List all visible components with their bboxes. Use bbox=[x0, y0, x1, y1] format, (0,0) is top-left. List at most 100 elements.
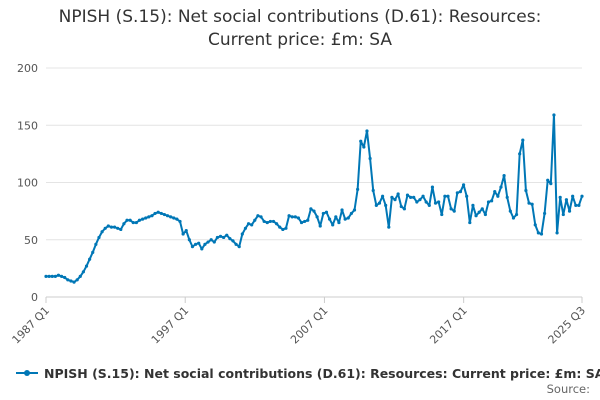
data-point[interactable] bbox=[243, 226, 248, 230]
data-point[interactable] bbox=[278, 225, 282, 229]
data-point[interactable] bbox=[59, 274, 64, 278]
data-point[interactable] bbox=[222, 235, 226, 240]
data-point[interactable] bbox=[231, 239, 235, 243]
data-point[interactable] bbox=[430, 185, 435, 189]
data-point[interactable] bbox=[331, 223, 335, 227]
data-point[interactable] bbox=[81, 270, 85, 274]
data-point[interactable] bbox=[78, 274, 82, 278]
data-point[interactable] bbox=[321, 211, 325, 216]
data-point[interactable] bbox=[72, 280, 76, 284]
data-point[interactable] bbox=[97, 235, 101, 240]
data-point[interactable] bbox=[290, 215, 294, 219]
data-point[interactable] bbox=[396, 192, 400, 196]
data-point[interactable] bbox=[530, 202, 534, 206]
data-point[interactable] bbox=[44, 274, 48, 278]
data-point[interactable] bbox=[312, 209, 316, 213]
data-point[interactable] bbox=[190, 245, 195, 249]
data-point[interactable] bbox=[287, 214, 291, 218]
data-point[interactable] bbox=[527, 201, 531, 205]
data-point[interactable] bbox=[88, 257, 92, 261]
data-point[interactable] bbox=[184, 228, 188, 233]
data-point[interactable] bbox=[150, 214, 154, 218]
data-point[interactable] bbox=[63, 275, 67, 280]
data-point[interactable] bbox=[543, 211, 547, 216]
data-point[interactable] bbox=[359, 139, 363, 143]
data-point[interactable] bbox=[555, 231, 559, 235]
data-point[interactable] bbox=[318, 224, 322, 228]
data-point[interactable] bbox=[452, 209, 456, 213]
data-point[interactable] bbox=[159, 211, 163, 216]
data-point[interactable] bbox=[262, 219, 266, 224]
data-point[interactable] bbox=[409, 195, 413, 199]
data-point[interactable] bbox=[421, 194, 425, 198]
data-point[interactable] bbox=[571, 194, 575, 198]
data-point[interactable] bbox=[203, 242, 207, 246]
data-point[interactable] bbox=[490, 199, 494, 203]
data-point[interactable] bbox=[165, 214, 170, 218]
data-point[interactable] bbox=[122, 222, 126, 226]
data-point[interactable] bbox=[253, 218, 257, 222]
data-point[interactable] bbox=[259, 215, 263, 219]
data-point[interactable] bbox=[197, 241, 201, 245]
data-point[interactable] bbox=[212, 240, 216, 244]
data-point[interactable] bbox=[116, 226, 120, 230]
data-point[interactable] bbox=[147, 215, 151, 219]
data-point[interactable] bbox=[371, 188, 375, 193]
data-point[interactable] bbox=[539, 232, 544, 236]
data-point[interactable] bbox=[483, 212, 487, 217]
data-point[interactable] bbox=[412, 195, 416, 199]
data-point[interactable] bbox=[193, 242, 198, 246]
data-point[interactable] bbox=[106, 224, 110, 228]
data-point[interactable] bbox=[144, 216, 148, 220]
data-point[interactable] bbox=[433, 201, 438, 205]
data-point[interactable] bbox=[496, 194, 500, 198]
data-point[interactable] bbox=[362, 145, 366, 149]
data-point[interactable] bbox=[536, 231, 540, 235]
data-point[interactable] bbox=[387, 225, 391, 229]
data-point[interactable] bbox=[415, 200, 419, 204]
data-point[interactable] bbox=[315, 215, 319, 219]
data-point[interactable] bbox=[75, 278, 79, 282]
data-point[interactable] bbox=[418, 198, 422, 202]
legend[interactable]: NPISH (S.15): Net social contributions (… bbox=[16, 364, 600, 382]
data-point[interactable] bbox=[518, 152, 522, 156]
data-point[interactable] bbox=[558, 195, 562, 199]
data-point[interactable] bbox=[393, 198, 397, 202]
data-point[interactable] bbox=[343, 217, 347, 221]
data-point[interactable] bbox=[178, 219, 182, 224]
data-point[interactable] bbox=[172, 216, 176, 220]
data-point[interactable] bbox=[271, 219, 276, 224]
data-point[interactable] bbox=[493, 190, 497, 194]
data-point[interactable] bbox=[112, 225, 117, 229]
data-point[interactable] bbox=[449, 207, 453, 211]
data-point[interactable] bbox=[218, 234, 223, 238]
data-point[interactable] bbox=[340, 208, 344, 212]
data-point[interactable] bbox=[546, 178, 550, 182]
data-point[interactable] bbox=[465, 194, 469, 198]
data-point[interactable] bbox=[521, 138, 525, 142]
data-point[interactable] bbox=[561, 212, 565, 217]
data-point[interactable] bbox=[293, 215, 297, 219]
data-point[interactable] bbox=[91, 250, 95, 254]
data-point[interactable] bbox=[284, 226, 288, 230]
data-point[interactable] bbox=[128, 218, 132, 222]
data-point[interactable] bbox=[580, 194, 584, 198]
data-point[interactable] bbox=[296, 216, 301, 220]
data-point[interactable] bbox=[480, 207, 484, 211]
data-point[interactable] bbox=[119, 227, 123, 232]
data-point[interactable] bbox=[399, 204, 403, 209]
data-point[interactable] bbox=[103, 226, 107, 230]
data-point[interactable] bbox=[299, 220, 304, 225]
data-point[interactable] bbox=[303, 219, 307, 224]
data-point[interactable] bbox=[458, 190, 463, 194]
data-point[interactable] bbox=[499, 185, 503, 189]
data-point[interactable] bbox=[511, 216, 516, 220]
data-point[interactable] bbox=[471, 203, 475, 207]
data-point[interactable] bbox=[234, 242, 238, 246]
data-point[interactable] bbox=[437, 200, 441, 204]
data-point[interactable] bbox=[384, 203, 388, 207]
data-point[interactable] bbox=[552, 113, 556, 117]
data-point[interactable] bbox=[200, 247, 204, 251]
data-point[interactable] bbox=[374, 203, 378, 207]
data-point[interactable] bbox=[309, 207, 313, 211]
